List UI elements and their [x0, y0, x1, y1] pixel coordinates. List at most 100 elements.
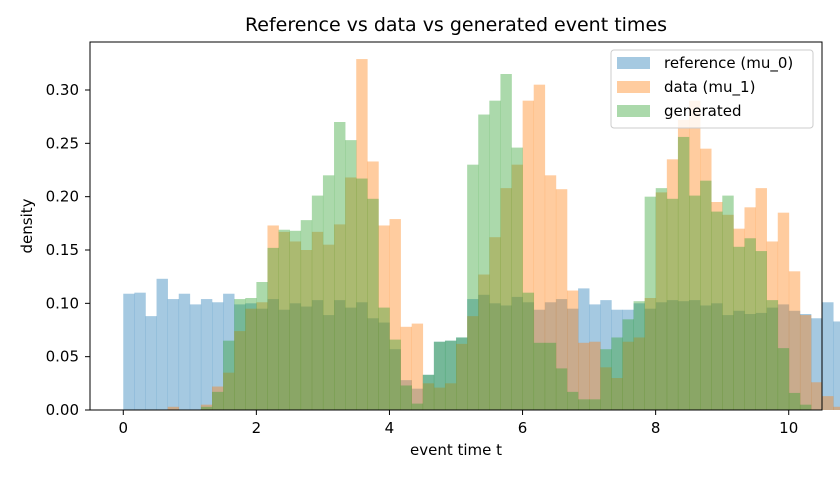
- legend-label: reference (mu_0): [664, 54, 793, 73]
- histogram-bar: [544, 175, 557, 410]
- histogram-bar: [722, 195, 734, 410]
- histogram-bar: [766, 241, 779, 410]
- histogram-bar: [378, 322, 390, 410]
- histogram-bar: [422, 374, 435, 410]
- histogram-bar: [622, 319, 634, 410]
- histogram-bar: [700, 180, 712, 410]
- histogram-bar: [666, 300, 679, 410]
- histogram-bar: [267, 225, 279, 410]
- histogram-bar: [533, 342, 546, 410]
- histogram-bar: [400, 385, 412, 410]
- histogram-bar: [622, 341, 634, 410]
- histogram-bar: [245, 298, 257, 410]
- histogram-bar: [777, 212, 790, 410]
- histogram-bar: [456, 337, 468, 410]
- histogram-bar: [478, 294, 490, 410]
- legend-swatch: [617, 81, 650, 93]
- histogram-bar: [644, 196, 657, 410]
- histogram-bar: [278, 309, 290, 410]
- y-tick-label: 0.00: [46, 401, 79, 419]
- histogram-bar: [500, 188, 512, 410]
- histogram-bar: [589, 304, 601, 410]
- histogram-bar: [267, 247, 279, 410]
- histogram-bar: [389, 339, 401, 410]
- histogram-bar: [799, 314, 812, 410]
- histogram-bar: [223, 293, 235, 410]
- x-tick-label: 4: [385, 419, 395, 437]
- histogram-bar: [500, 74, 512, 410]
- histogram-bar: [212, 391, 224, 410]
- histogram-bar: [711, 303, 723, 410]
- histogram-bar: [311, 195, 324, 410]
- histogram-bar: [544, 302, 557, 410]
- histogram-bar: [478, 274, 490, 410]
- histogram-bar: [733, 310, 745, 410]
- histogram-bar: [145, 316, 157, 410]
- histogram-bar: [345, 140, 357, 410]
- histogram-bar: [689, 100, 701, 411]
- histogram-bar: [356, 178, 368, 410]
- histogram-bar: [289, 241, 302, 410]
- legend-label: generated: [664, 102, 741, 120]
- histogram-bar: [489, 303, 501, 410]
- histogram-bar: [456, 343, 468, 410]
- histogram-bar: [788, 392, 801, 410]
- histogram-bar: [522, 292, 535, 410]
- histogram-bar: [356, 302, 368, 410]
- histogram-bar: [311, 300, 324, 410]
- histogram-bar: [367, 198, 379, 410]
- histogram-bar: [300, 306, 313, 410]
- histogram-bar: [267, 299, 279, 410]
- histogram-bar: [544, 342, 557, 410]
- histogram-bar: [822, 396, 834, 410]
- histogram-bar: [511, 164, 523, 410]
- y-tick-label: 0.25: [46, 134, 79, 152]
- histogram-bar: [200, 299, 213, 410]
- histogram-bar: [578, 288, 590, 410]
- histogram-bar: [322, 315, 335, 410]
- histogram-bar: [433, 341, 446, 410]
- histogram-bar: [400, 380, 412, 410]
- histogram-bar: [533, 309, 546, 410]
- histogram-bar: [456, 337, 468, 410]
- histogram-bar: [511, 147, 523, 410]
- histogram-bar: [411, 388, 424, 410]
- histogram-bar: [600, 367, 612, 410]
- y-tick-label: 0.10: [46, 294, 79, 312]
- histogram-bar: [744, 207, 756, 410]
- histogram-bar: [522, 302, 535, 410]
- histogram-bar: [444, 340, 457, 410]
- histogram-bar: [189, 304, 202, 410]
- histogram-bar: [700, 305, 712, 410]
- histogram-bar: [411, 323, 424, 410]
- histogram-bar: [223, 372, 235, 410]
- histogram-bar: [334, 224, 346, 410]
- y-axis: 0.00 0.05 0.10 0.15 0.20 0.25 0.30: [46, 81, 90, 419]
- histogram-bar: [467, 164, 479, 410]
- histogram-bar: [245, 308, 257, 410]
- histogram-bar: [322, 175, 335, 410]
- histogram-bar: [567, 290, 579, 410]
- histogram-bar: [833, 406, 840, 410]
- x-axis: 0 2 4 6 8 10: [118, 410, 798, 437]
- legend-box: [610, 49, 814, 129]
- histogram-bar: [567, 308, 579, 410]
- histogram-bar: [611, 337, 623, 410]
- histogram-bar: [433, 387, 446, 410]
- y-tick-label: 0.15: [46, 241, 79, 259]
- histogram-bar: [689, 300, 701, 410]
- histogram-bar: [123, 293, 135, 410]
- histogram-bar: [334, 300, 346, 410]
- histogram-bar: [633, 303, 645, 410]
- histogram-bar: [345, 177, 357, 410]
- series-0-bars: [123, 278, 840, 410]
- histogram-bar: [677, 301, 690, 410]
- histogram-bar: [799, 315, 812, 410]
- histogram-bar: [578, 342, 590, 410]
- histogram-bar: [334, 122, 346, 410]
- histogram-bar: [234, 331, 246, 410]
- bars-layer: [123, 59, 840, 411]
- histogram-bar: [555, 299, 568, 410]
- histogram-bar: [200, 406, 213, 410]
- histogram-bar: [433, 341, 446, 410]
